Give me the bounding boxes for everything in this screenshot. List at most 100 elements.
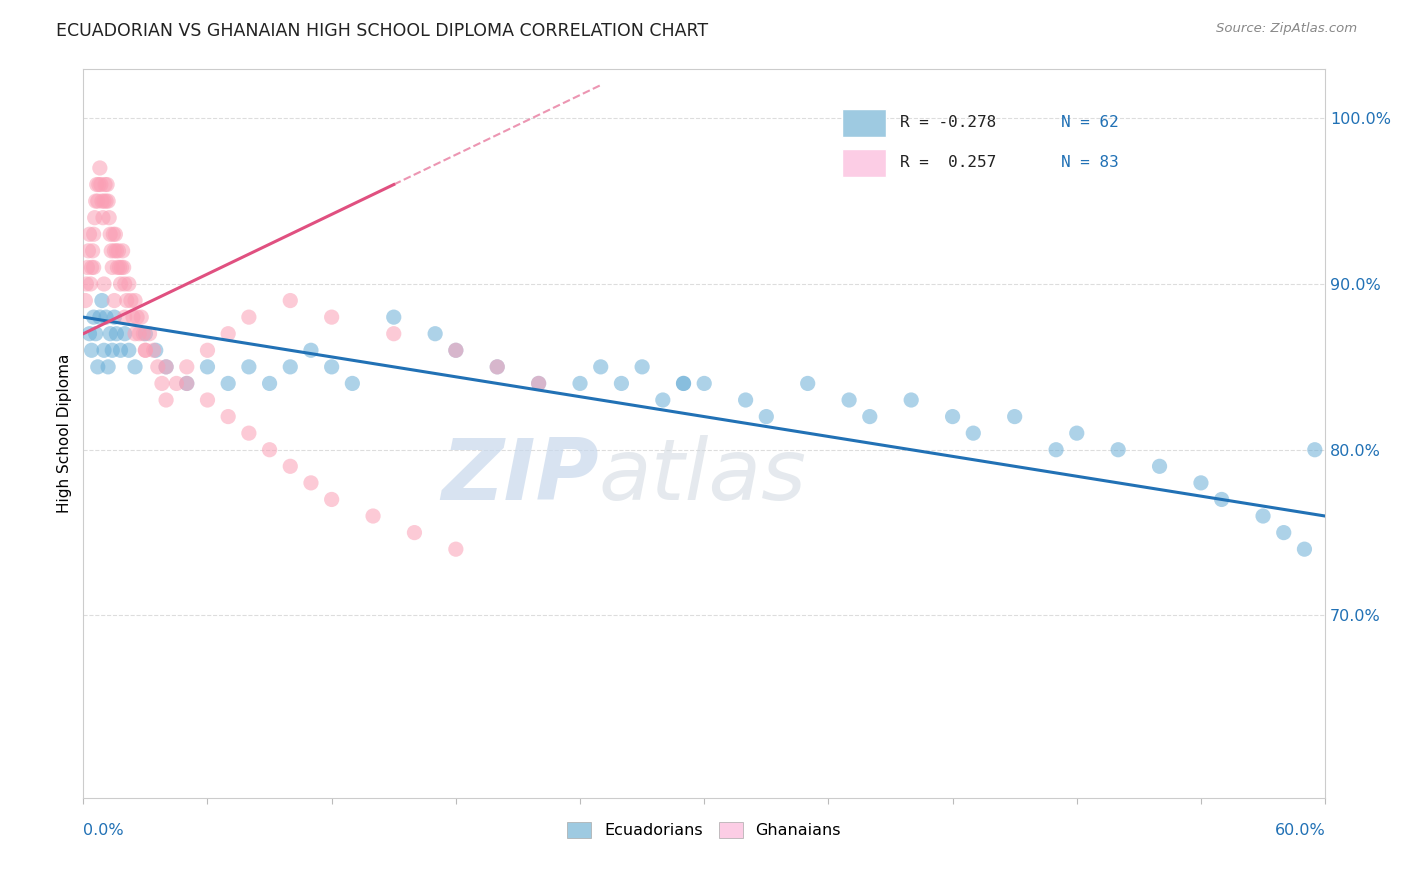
Point (75, 277, 97, 291)
Point (631, 359, 654, 374)
Point (321, 310, 343, 325)
Point (361, 509, 384, 524)
Point (93, 194, 115, 208)
Point (138, 326, 160, 341)
Point (124, 293, 146, 308)
Point (278, 359, 301, 374)
Point (755, 409, 778, 424)
Point (1251, 509, 1274, 524)
Point (734, 392, 756, 407)
Point (486, 359, 509, 374)
Point (134, 326, 156, 341)
Point (80, 343, 103, 358)
Point (83, 310, 105, 325)
Point (114, 326, 136, 341)
Point (382, 326, 405, 341)
Point (1045, 442, 1067, 457)
Point (423, 326, 446, 341)
Point (110, 343, 132, 358)
Point (101, 260, 124, 275)
Point (444, 343, 467, 358)
Point (107, 244, 129, 258)
Point (278, 459, 301, 474)
Point (1272, 525, 1295, 540)
Point (129, 310, 152, 325)
Point (83, 260, 105, 275)
Point (1303, 442, 1326, 457)
Point (127, 310, 149, 325)
Point (796, 376, 818, 391)
Point (444, 542, 467, 557)
Point (1066, 426, 1088, 441)
Point (103, 310, 125, 325)
Point (120, 293, 142, 308)
Point (176, 359, 198, 374)
Point (165, 376, 187, 391)
Point (122, 310, 145, 325)
Point (76, 260, 98, 275)
Point (98, 211, 121, 225)
Point (1211, 492, 1233, 507)
Point (112, 260, 135, 275)
Point (93, 343, 115, 358)
Point (197, 343, 219, 358)
Point (176, 376, 198, 391)
Point (83, 227, 105, 242)
Point (100, 244, 122, 258)
Point (90, 293, 112, 308)
Point (94, 178, 117, 192)
Point (1294, 542, 1316, 557)
Point (108, 260, 131, 275)
Y-axis label: High School Diploma: High School Diploma (58, 353, 72, 513)
Point (1149, 459, 1171, 474)
Point (1189, 475, 1212, 490)
Point (142, 343, 165, 358)
Point (672, 376, 695, 391)
Point (382, 310, 405, 325)
Point (197, 359, 219, 374)
Point (82, 244, 104, 258)
Point (86, 178, 108, 192)
Point (124, 326, 146, 341)
Point (651, 392, 673, 407)
Point (87, 194, 110, 208)
Point (150, 376, 173, 391)
Point (79, 277, 101, 291)
Point (97, 359, 120, 374)
Point (672, 376, 695, 391)
Point (77, 244, 100, 258)
Point (111, 244, 134, 258)
Point (89, 161, 111, 175)
Point (93, 277, 115, 291)
Point (101, 343, 124, 358)
Point (87, 178, 110, 192)
Point (145, 343, 167, 358)
Point (124, 359, 146, 374)
Point (89, 310, 111, 325)
Point (90, 194, 112, 208)
Text: ZIP: ZIP (441, 435, 599, 518)
Point (342, 376, 364, 391)
Point (96, 178, 118, 192)
Point (217, 409, 239, 424)
Point (259, 376, 281, 391)
Point (155, 359, 177, 374)
Point (838, 392, 860, 407)
Point (132, 326, 155, 341)
Text: ECUADORIAN VS GHANAIAN HIGH SCHOOL DIPLOMA CORRELATION CHART: ECUADORIAN VS GHANAIAN HIGH SCHOOL DIPLO… (56, 22, 709, 40)
Point (107, 260, 129, 275)
Point (238, 359, 260, 374)
Point (110, 260, 132, 275)
Point (569, 376, 592, 391)
Text: 0.0%: 0.0% (83, 822, 124, 838)
Point (1107, 442, 1129, 457)
Point (75, 293, 97, 308)
Point (79, 326, 101, 341)
Point (103, 227, 125, 242)
Point (114, 310, 136, 325)
Point (118, 277, 141, 291)
Point (115, 293, 138, 308)
Point (197, 392, 219, 407)
Point (146, 359, 169, 374)
Point (105, 326, 128, 341)
